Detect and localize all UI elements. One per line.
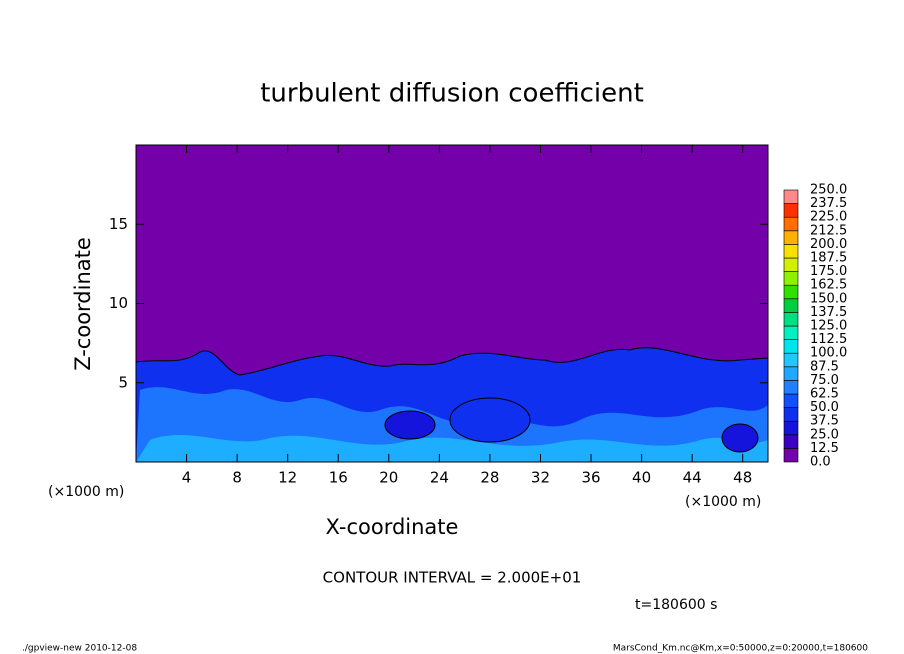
footer-right: MarsCond_Km.nc@Km,x=0:50000,z=0:20000,t=… (613, 644, 868, 654)
colorbar-label: 187.5 (810, 251, 847, 266)
y-tick-label: 10 (109, 294, 128, 312)
colorbar-box (783, 448, 799, 463)
colorbar-box (783, 257, 799, 272)
colorbar-label: 150.0 (810, 291, 847, 306)
footer-left: ./gpview-new 2010-12-08 (22, 644, 137, 654)
colorbar-box (783, 244, 799, 259)
y-tick-label: 15 (109, 215, 128, 233)
x-tick-label: 24 (430, 469, 449, 487)
colorbar-box (783, 366, 799, 381)
colorbar-label: 212.5 (810, 223, 847, 238)
colorbar-box (783, 271, 799, 286)
colorbar-box (783, 203, 799, 218)
colorbar-box (783, 380, 799, 395)
x-tick-label: 4 (182, 469, 192, 487)
colorbar-box (783, 352, 799, 368)
x-tick-label: 48 (733, 469, 752, 487)
colorbar-box (783, 298, 799, 313)
field-contour (135, 347, 769, 376)
y-tick-label: 5 (118, 373, 128, 391)
colorbar-label: 62.5 (810, 387, 839, 402)
colorbar-label: 162.5 (810, 278, 847, 293)
colorbar-box (783, 216, 799, 232)
colorbar-label: 0.0 (810, 455, 831, 470)
x-tick-label: 40 (632, 469, 651, 487)
chart-title: turbulent diffusion coefficient (260, 79, 644, 109)
y-axis-title: Z-coordinate (71, 237, 95, 371)
colorbar-label: 87.5 (810, 359, 839, 374)
colorbar-box (783, 420, 799, 436)
time-label: t=180600 s (635, 597, 717, 613)
colorbar-box (783, 284, 799, 300)
colorbar-label: 75.0 (810, 373, 839, 388)
y-unit-label: (×1000 m) (48, 484, 124, 500)
colorbar-box (783, 393, 799, 408)
x-tick-label: 16 (329, 469, 348, 487)
colorbar-box (783, 312, 799, 327)
colorbar-label: 100.0 (810, 346, 847, 361)
colorbar-label: 237.5 (810, 196, 847, 211)
colorbar-label: 225.0 (810, 210, 847, 225)
x-tick-label: 36 (581, 469, 600, 487)
field-eddy (721, 423, 759, 453)
colorbar-label: 175.0 (810, 264, 847, 279)
x-tick-label: 44 (683, 469, 702, 487)
colorbar-label: 137.5 (810, 305, 847, 320)
colorbar-label: 250.0 (810, 183, 847, 198)
colorbar-label: 200.0 (810, 237, 847, 252)
colorbar-box (783, 407, 799, 422)
x-tick-label: 12 (278, 469, 297, 487)
colorbar-box (783, 189, 799, 204)
colorbar-box (783, 434, 799, 449)
field-eddy (449, 397, 531, 443)
x-tick-label: 8 (232, 469, 242, 487)
colorbar-label: 125.0 (810, 319, 847, 334)
colorbar-label: 12.5 (810, 441, 839, 456)
field-turbulent-layer (136, 435, 768, 462)
x-tick-label: 28 (480, 469, 499, 487)
colorbar-label: 37.5 (810, 414, 839, 429)
x-axis-title: X-coordinate (326, 515, 459, 539)
colorbar-label: 25.0 (810, 427, 839, 442)
colorbar-box (783, 230, 799, 245)
colorbar-box (783, 339, 799, 354)
x-tick-label: 20 (379, 469, 398, 487)
x-tick-label: 32 (531, 469, 550, 487)
colorbar-label: 112.5 (810, 332, 847, 347)
contour-interval: CONTOUR INTERVAL = 2.000E+01 (323, 569, 582, 587)
colorbar-label: 50.0 (810, 400, 839, 415)
x-unit-label: (×1000 m) (685, 494, 761, 510)
field-eddy (384, 410, 436, 440)
colorbar-box (783, 325, 799, 340)
